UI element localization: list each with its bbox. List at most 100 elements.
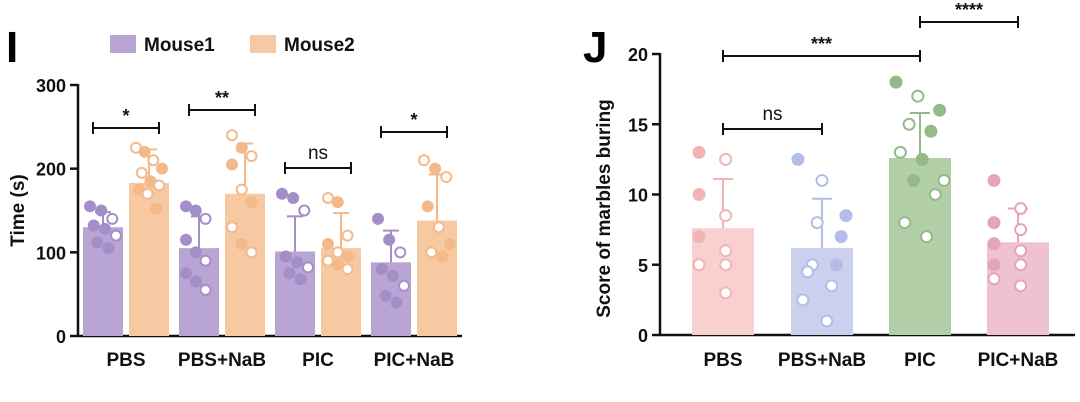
bar-mouse1-1 (179, 248, 219, 336)
data-point (141, 187, 154, 200)
y-tick-label: 200 (36, 160, 66, 180)
data-point (102, 242, 115, 255)
comparison-2-label: **** (955, 0, 983, 20)
data-point (226, 129, 238, 142)
data-point (147, 154, 160, 167)
data-point (987, 237, 1001, 251)
data-point (440, 171, 453, 184)
data-point (421, 200, 434, 213)
data-point (383, 233, 396, 246)
data-point (801, 265, 815, 279)
data-point (287, 191, 300, 204)
data-point (189, 204, 202, 217)
data-point (436, 250, 449, 263)
data-point (911, 89, 925, 103)
data-point (150, 202, 163, 215)
y-tick-label: 5 (638, 256, 648, 276)
significance-0-label: * (122, 106, 129, 126)
data-point (322, 191, 334, 204)
data-point (719, 244, 733, 258)
data-point (893, 145, 907, 159)
bar-2 (889, 157, 951, 335)
data-point (829, 258, 843, 272)
data-point (91, 236, 104, 249)
significance-3-label: * (410, 110, 417, 130)
x-tick-label: PBS (106, 350, 145, 371)
data-point (825, 279, 839, 293)
data-point (199, 283, 212, 296)
data-point (987, 258, 1001, 272)
panel-letter-i: I (6, 23, 18, 72)
data-point (87, 219, 100, 232)
data-point (834, 230, 848, 244)
data-point (902, 117, 916, 131)
y-tick-label: 10 (628, 186, 648, 206)
data-point (138, 145, 151, 158)
data-point (1014, 244, 1028, 258)
y-tick-label: 15 (628, 115, 648, 135)
data-point (180, 233, 192, 246)
data-point (1014, 258, 1028, 272)
bar-0 (692, 228, 754, 335)
y-tick-label: 300 (36, 76, 66, 96)
chart-panel-j: 0 5 10 15 20 Score of marbles buring PBS PBS+Na… (594, 0, 1075, 371)
data-point (189, 275, 202, 288)
data-point (84, 200, 96, 213)
data-point (156, 162, 168, 175)
data-point (898, 216, 912, 230)
data-point (199, 254, 212, 267)
data-point (432, 221, 445, 234)
data-point (294, 273, 307, 286)
data-point (110, 229, 122, 242)
data-point (298, 204, 311, 217)
chart-panel-i: 0 100 200 300 Time (s) PBS * PBS+NaB ** PIC ns PIC+… (8, 35, 462, 371)
data-point (235, 183, 248, 196)
data-point (390, 296, 403, 309)
data-point (719, 258, 733, 272)
data-point (815, 173, 829, 187)
data-point (418, 154, 430, 167)
x-tick-label: PBS+NaB (778, 350, 866, 371)
data-point (987, 272, 1001, 286)
data-point (245, 246, 258, 259)
data-point (820, 314, 834, 328)
data-point (322, 254, 334, 267)
legend-swatch-mouse1 (110, 35, 136, 53)
data-point (937, 173, 951, 187)
data-point (331, 258, 344, 271)
data-point (915, 152, 929, 166)
data-point (692, 230, 706, 244)
data-point (180, 200, 192, 213)
data-point (375, 263, 388, 276)
data-point (153, 179, 166, 192)
data-point (341, 263, 354, 276)
comparison-0-label: ns (762, 104, 782, 125)
bar-mouse1-0 (83, 227, 123, 336)
data-point (1014, 279, 1028, 293)
data-point (106, 212, 119, 225)
data-point (987, 173, 1001, 187)
data-point (235, 141, 248, 154)
x-tick-label: PIC+NaB (374, 350, 455, 371)
data-point (331, 246, 344, 259)
bar-mouse2-0 (129, 182, 169, 336)
data-point (839, 209, 853, 223)
data-point (1014, 223, 1028, 237)
data-point (987, 216, 1001, 230)
legend-label-mouse2: Mouse2 (284, 35, 355, 56)
data-point (135, 166, 148, 179)
data-point (692, 145, 706, 159)
y-axis-label: Score of marbles buring (594, 99, 615, 318)
data-point (796, 293, 810, 307)
data-point (302, 261, 314, 274)
data-point (372, 212, 384, 225)
data-point (386, 269, 399, 282)
data-point (719, 152, 733, 166)
data-point (180, 267, 192, 280)
data-point (331, 196, 344, 209)
data-point (322, 237, 334, 250)
data-point (429, 162, 442, 175)
y-tick-label: 100 (36, 243, 66, 263)
data-point (226, 158, 238, 171)
